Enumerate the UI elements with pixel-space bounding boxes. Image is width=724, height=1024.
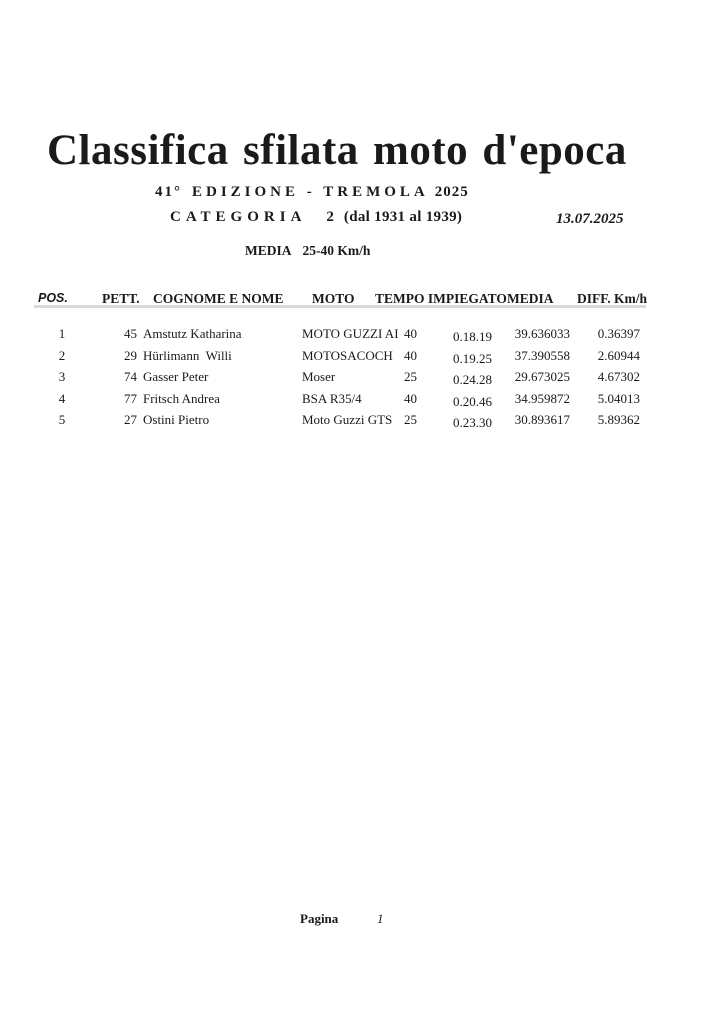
cell-speed: 25 (404, 369, 417, 385)
media-line: MEDIA 25-40 Km/h (245, 243, 370, 259)
cell-speed: 40 (404, 326, 417, 341)
cell-name: Amstutz Katharina (143, 326, 242, 341)
cell-moto: Moser (302, 369, 336, 385)
cell-moto: MOTO GUZZI AI (302, 326, 399, 341)
cell-name: Fritsch Andrea (143, 390, 220, 406)
category-number: 2 (326, 209, 334, 225)
cell-pett: 45 (124, 326, 137, 341)
cell-media: 39.636033 (514, 326, 570, 341)
page-title: Classifica sfilata moto d'epoca (47, 127, 627, 174)
table-row: 1 45 Amstutz Katharina MOTO GUZZI AI 40 … (34, 326, 646, 348)
cell-tempo: 0.19.25 (453, 350, 492, 366)
cell-media: 29.673025 (514, 369, 570, 385)
cell-tempo: 0.20.46 (453, 393, 492, 409)
cell-diff: 2.60944 (597, 347, 640, 363)
header-pos: POS. (38, 291, 68, 305)
cell-moto: Moto Guzzi GTS (302, 412, 393, 428)
cell-pett: 77 (124, 390, 137, 406)
cell-diff: 5.89362 (597, 412, 640, 428)
cell-pett: 29 (124, 347, 137, 363)
edition-label: EDIZIONE - TREMOLA (192, 184, 429, 200)
header-moto: MOTO (312, 291, 355, 306)
table-row: 2 29 Hürlimann Willi MOTOSACOCH 40 0.19.… (34, 348, 646, 370)
cell-speed: 25 (404, 412, 417, 428)
edition-prefix: 41° (155, 184, 182, 200)
cell-media: 30.893617 (514, 412, 570, 428)
table-header: POS. PETT. COGNOME E NOME MOTO TEMPO IMP… (34, 291, 648, 309)
cell-pos: 2 (58, 347, 66, 363)
cell-pos: 5 (58, 412, 66, 428)
cell-media: 37.390558 (514, 347, 570, 363)
report-date: 13.07.2025 (556, 211, 624, 227)
cell-diff: 5.04013 (597, 390, 640, 406)
cell-diff: 0.36397 (597, 326, 640, 341)
cell-media: 34.959872 (514, 390, 570, 406)
cell-pos: 3 (58, 369, 66, 385)
cell-diff: 4.67302 (597, 369, 640, 385)
cell-tempo: 0.23.30 (453, 415, 492, 431)
page-footer-number: 1 (377, 911, 384, 926)
cell-pos: 4 (58, 390, 66, 406)
cell-speed: 40 (404, 390, 417, 406)
table-row: 4 77 Fritsch Andrea BSA R35/4 40 0.20.46… (34, 391, 646, 413)
cell-moto: MOTOSACOCH (302, 347, 393, 363)
media-label: MEDIA (245, 243, 292, 258)
media-value: 25-40 Km/h (302, 243, 371, 258)
cell-pett: 27 (124, 412, 137, 428)
cell-tempo: 0.24.28 (453, 372, 492, 388)
cell-tempo: 0.18.19 (453, 329, 492, 344)
table-row: 5 27 Ostini Pietro Moto Guzzi GTS 25 0.2… (34, 412, 646, 434)
results-table: 1 45 Amstutz Katharina MOTO GUZZI AI 40 … (34, 326, 646, 434)
category-line: CATEGORIA 2 (dal 1931 al 1939) (170, 209, 462, 226)
header-media: MEDIA (507, 291, 554, 306)
cell-pett: 74 (124, 369, 137, 385)
edition-line: 41° EDIZIONE - TREMOLA 2025 (155, 184, 469, 201)
cell-name: Hürlimann Willi (143, 347, 232, 363)
table-row: 3 74 Gasser Peter Moser 25 0.24.28 29.67… (34, 369, 646, 391)
edition-year: 2025 (434, 184, 469, 200)
header-name: COGNOME E NOME (153, 291, 284, 306)
header-underline (34, 305, 646, 308)
header-diff: DIFF. Km/h (577, 291, 648, 306)
header-tempo: TEMPO IMPIEGATO (375, 291, 507, 306)
category-label: CATEGORIA (170, 209, 307, 225)
header-pett: PETT. (102, 291, 140, 306)
cell-speed: 40 (404, 347, 417, 363)
cell-name: Gasser Peter (143, 369, 209, 385)
cell-moto: BSA R35/4 (302, 390, 362, 406)
cell-pos: 1 (58, 326, 66, 341)
cell-name: Ostini Pietro (143, 412, 210, 428)
category-range: (dal 1931 al 1939) (343, 209, 463, 225)
page-footer-label: Pagina (300, 911, 339, 926)
